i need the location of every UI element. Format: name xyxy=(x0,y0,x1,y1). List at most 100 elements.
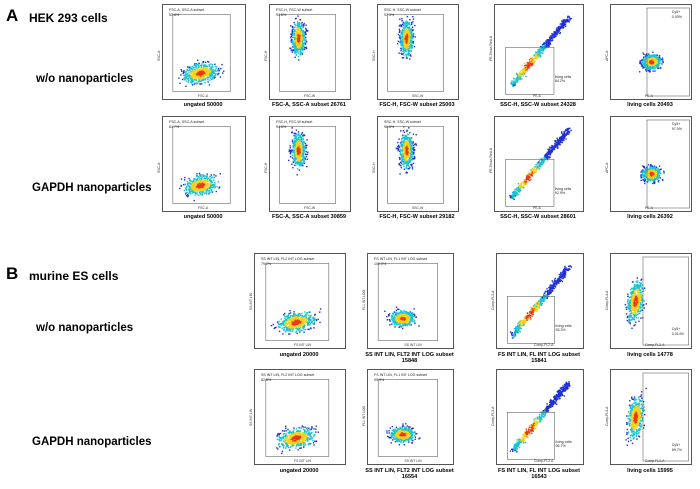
panel-letter-b: B xyxy=(6,264,19,283)
event-point xyxy=(299,51,302,54)
event-point xyxy=(401,18,403,20)
event-point xyxy=(300,50,302,52)
event-point xyxy=(209,79,211,81)
event-point xyxy=(537,166,540,168)
event-point xyxy=(404,159,407,161)
event-point xyxy=(568,21,570,23)
event-point xyxy=(523,183,526,185)
event-point xyxy=(413,45,416,48)
panel-a-row-2-col-1-x-axis-label: FSC-A xyxy=(198,206,209,210)
event-point xyxy=(195,190,197,192)
event-point xyxy=(401,33,403,35)
event-point xyxy=(531,60,534,63)
event-point xyxy=(301,48,303,50)
event-point xyxy=(193,64,195,66)
event-point xyxy=(647,55,649,57)
event-point xyxy=(290,41,292,43)
event-point xyxy=(300,38,302,41)
event-point xyxy=(291,127,293,129)
event-point xyxy=(298,42,300,44)
event-point xyxy=(216,73,218,75)
event-point xyxy=(402,53,404,55)
event-point xyxy=(301,22,303,24)
event-point xyxy=(193,74,195,76)
event-point xyxy=(203,76,205,78)
event-point xyxy=(512,195,514,197)
event-point xyxy=(205,183,207,186)
event-point xyxy=(657,65,659,68)
event-point xyxy=(645,67,648,69)
event-point xyxy=(180,74,182,76)
event-point xyxy=(409,34,412,37)
event-point xyxy=(295,41,297,43)
event-point xyxy=(644,175,647,177)
event-point xyxy=(651,60,653,63)
event-point xyxy=(547,153,549,155)
event-point xyxy=(186,180,189,183)
event-point xyxy=(299,148,301,150)
event-point xyxy=(411,31,413,33)
event-point xyxy=(296,139,298,142)
event-point xyxy=(299,149,301,151)
event-point xyxy=(194,181,196,183)
event-point xyxy=(559,26,561,28)
event-point xyxy=(404,149,406,151)
event-point xyxy=(206,178,209,181)
event-point xyxy=(208,76,211,78)
event-point xyxy=(197,176,200,178)
event-point xyxy=(195,68,197,70)
event-point xyxy=(403,152,405,154)
event-point xyxy=(406,44,408,47)
event-point xyxy=(537,53,539,55)
event-point xyxy=(652,64,654,66)
event-point xyxy=(532,173,535,175)
event-point xyxy=(656,64,658,66)
event-point xyxy=(519,186,521,188)
event-point xyxy=(204,78,207,80)
event-point xyxy=(409,49,412,52)
event-point xyxy=(401,157,403,159)
event-point xyxy=(644,59,646,62)
event-point xyxy=(406,15,409,18)
event-point xyxy=(191,81,193,83)
event-point xyxy=(196,190,199,193)
event-point xyxy=(517,194,519,196)
event-point xyxy=(402,148,404,150)
panel-b-title: murine ES cells xyxy=(29,269,119,283)
event-point xyxy=(401,32,404,34)
event-point xyxy=(297,152,299,154)
event-point xyxy=(196,82,198,84)
event-point xyxy=(296,45,298,48)
event-point xyxy=(558,137,561,139)
event-point xyxy=(205,192,207,194)
event-point xyxy=(551,38,553,40)
panel-b-row-2-label: GAPDH nanoparticles xyxy=(32,436,152,448)
event-point xyxy=(295,141,298,143)
event-point xyxy=(568,130,571,133)
event-point xyxy=(531,63,533,66)
event-point xyxy=(291,157,294,159)
event-point xyxy=(409,143,411,145)
event-point xyxy=(306,139,308,141)
event-point xyxy=(294,24,297,27)
event-point xyxy=(561,21,564,23)
panel-a-row-1-col-1-gate-percent: 53.8% xyxy=(169,12,180,17)
event-point xyxy=(655,54,658,57)
event-point xyxy=(292,49,295,51)
event-point xyxy=(306,144,308,146)
panel-a-row-2-col-2-density xyxy=(279,126,336,204)
event-point xyxy=(303,151,305,153)
event-point xyxy=(202,64,205,66)
event-point xyxy=(554,31,557,33)
event-point xyxy=(296,49,298,51)
event-point xyxy=(180,178,183,180)
event-point xyxy=(295,33,297,35)
event-point xyxy=(294,49,296,52)
event-point xyxy=(296,21,299,23)
event-point xyxy=(406,163,408,165)
event-point xyxy=(652,70,654,72)
event-point xyxy=(301,25,303,27)
event-point xyxy=(523,69,525,72)
event-point xyxy=(403,42,405,44)
event-point xyxy=(198,73,200,75)
